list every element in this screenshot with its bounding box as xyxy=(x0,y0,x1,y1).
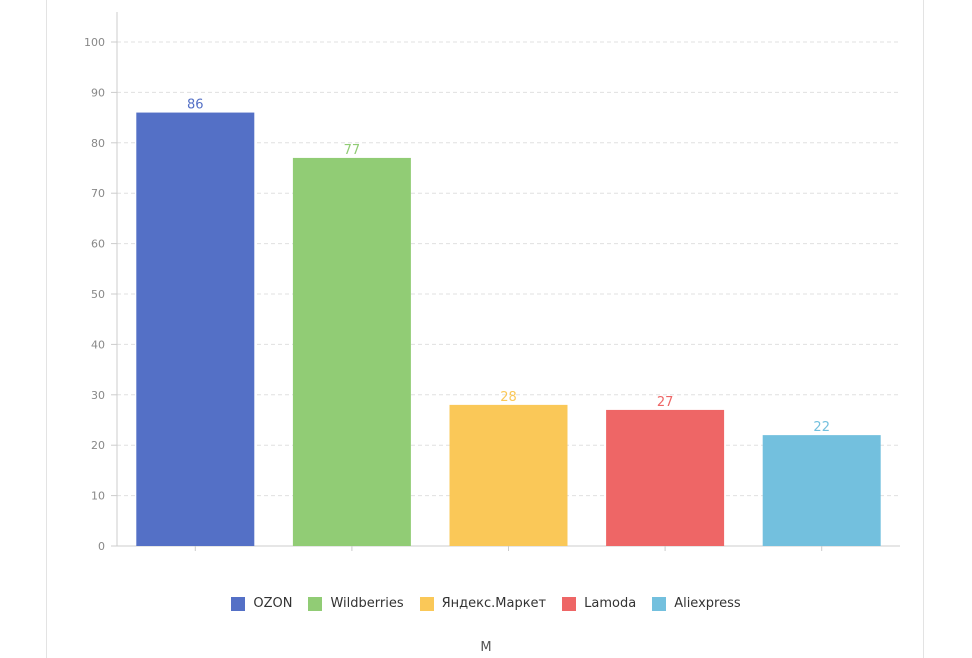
bar xyxy=(606,409,725,546)
y-tick-label: 50 xyxy=(91,288,105,301)
legend-swatch xyxy=(652,596,667,611)
legend-swatch xyxy=(562,596,577,611)
data-label: 22 xyxy=(813,420,830,435)
legend-item[interactable]: Wildberries xyxy=(308,596,404,611)
legend-label: Яндекс.Маркет xyxy=(441,596,547,611)
legend-item[interactable]: Яндекс.Маркет xyxy=(419,596,547,611)
data-label: 86 xyxy=(187,98,204,113)
bar xyxy=(449,404,568,546)
legend-swatch xyxy=(308,596,323,611)
y-tick-label: 90 xyxy=(91,86,105,99)
legend-label: OZON xyxy=(253,596,293,611)
y-tick-label: 80 xyxy=(91,137,105,150)
legend-item[interactable]: OZON xyxy=(231,596,292,611)
y-tick-label: 40 xyxy=(91,338,105,351)
legend-item[interactable]: Lamoda xyxy=(562,596,636,611)
legend-swatch xyxy=(419,596,434,611)
legend-label: Lamoda xyxy=(584,596,637,611)
chart-legend: OZON Wildberries Яндекс.Маркет Lamoda Aliexp… xyxy=(0,596,972,611)
y-tick-label: 30 xyxy=(91,389,105,402)
y-tick-label: 70 xyxy=(91,187,105,200)
legend-swatch xyxy=(231,596,246,611)
bar xyxy=(292,157,411,547)
data-label: 28 xyxy=(500,390,517,405)
y-tick-label: 0 xyxy=(98,540,105,553)
bar xyxy=(762,435,881,546)
data-label: 77 xyxy=(344,143,361,158)
data-label: 27 xyxy=(657,395,674,410)
legend-label: Aliexpress xyxy=(674,596,741,611)
legend-item[interactable]: Aliexpress xyxy=(652,596,741,611)
y-tick-label: 60 xyxy=(91,238,105,251)
bar xyxy=(136,112,255,546)
y-tick-label: 100 xyxy=(84,36,105,49)
y-tick-label: 20 xyxy=(91,439,105,452)
y-tick-label: 10 xyxy=(91,490,105,503)
legend-label: Wildberries xyxy=(330,596,404,611)
